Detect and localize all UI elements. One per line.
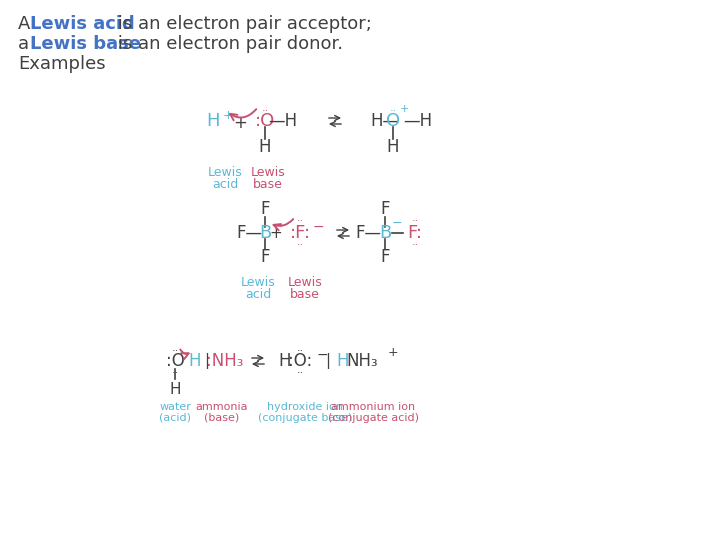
Text: +: +	[269, 226, 282, 240]
Text: is an electron pair donor.: is an electron pair donor.	[112, 35, 343, 53]
Text: H: H	[169, 381, 181, 396]
Text: Lewis: Lewis	[207, 166, 243, 179]
Text: |: |	[204, 353, 210, 369]
Text: water: water	[159, 402, 191, 412]
Text: :O: :O	[166, 352, 184, 370]
Text: ··: ··	[297, 368, 304, 378]
Text: |: |	[325, 353, 330, 369]
Text: (acid): (acid)	[159, 413, 191, 423]
Text: NH₃: NH₃	[346, 352, 378, 370]
Text: ··: ··	[261, 106, 269, 116]
Text: F:: F:	[408, 224, 423, 242]
Text: acid: acid	[245, 288, 271, 301]
Text: Examples: Examples	[18, 55, 106, 73]
Text: +: +	[233, 114, 247, 132]
Text: H: H	[337, 352, 349, 370]
Text: base: base	[253, 179, 283, 192]
Text: ··: ··	[297, 240, 304, 250]
Text: ··: ··	[297, 346, 304, 356]
Text: —H: —H	[269, 112, 297, 130]
Text: H: H	[279, 352, 292, 370]
Text: −: −	[392, 217, 402, 230]
Text: −: −	[313, 220, 325, 234]
Text: B: B	[379, 224, 391, 242]
Text: F—: F—	[355, 224, 381, 242]
Text: (base): (base)	[204, 413, 240, 423]
Text: ··: ··	[171, 346, 179, 356]
Text: −: −	[317, 348, 328, 362]
Text: F: F	[260, 200, 270, 218]
Text: :NH₃: :NH₃	[207, 352, 243, 370]
Text: H—: H—	[370, 112, 399, 130]
Text: a: a	[18, 35, 35, 53]
Text: ··: ··	[411, 216, 418, 226]
Text: Lewis: Lewis	[240, 276, 275, 289]
Text: hydroxide ion: hydroxide ion	[267, 402, 343, 412]
Text: B: B	[259, 224, 271, 242]
Text: +: +	[388, 347, 399, 360]
Text: H: H	[258, 138, 271, 156]
Text: O: O	[386, 112, 400, 130]
Text: acid: acid	[212, 179, 238, 192]
Text: F: F	[380, 248, 390, 266]
Text: ··: ··	[390, 106, 397, 116]
Text: base: base	[290, 288, 320, 301]
Text: Lewis base: Lewis base	[30, 35, 141, 53]
Text: is an electron pair acceptor;: is an electron pair acceptor;	[112, 15, 372, 33]
Text: Lewis acid: Lewis acid	[30, 15, 135, 33]
Text: Lewis: Lewis	[287, 276, 323, 289]
Text: ammonia: ammonia	[196, 402, 248, 412]
Text: (conjugate acid): (conjugate acid)	[328, 413, 418, 423]
Text: (conjugate base): (conjugate base)	[258, 413, 352, 423]
Text: H: H	[189, 352, 202, 370]
Text: A: A	[18, 15, 36, 33]
Text: F: F	[380, 200, 390, 218]
Text: F—: F—	[236, 224, 262, 242]
Text: +: +	[400, 104, 410, 114]
Text: ··: ··	[411, 240, 418, 250]
Text: ··: ··	[171, 368, 179, 378]
Text: :F:: :F:	[289, 224, 310, 242]
Text: :O:: :O:	[288, 352, 312, 370]
Text: ammonium ion: ammonium ion	[331, 402, 415, 412]
Text: F: F	[260, 248, 270, 266]
Text: ··: ··	[297, 216, 304, 226]
Text: :O: :O	[255, 112, 275, 130]
Text: Lewis: Lewis	[251, 166, 285, 179]
Text: —H: —H	[403, 112, 432, 130]
Text: H$^+$: H$^+$	[207, 111, 234, 131]
Text: H: H	[387, 138, 400, 156]
